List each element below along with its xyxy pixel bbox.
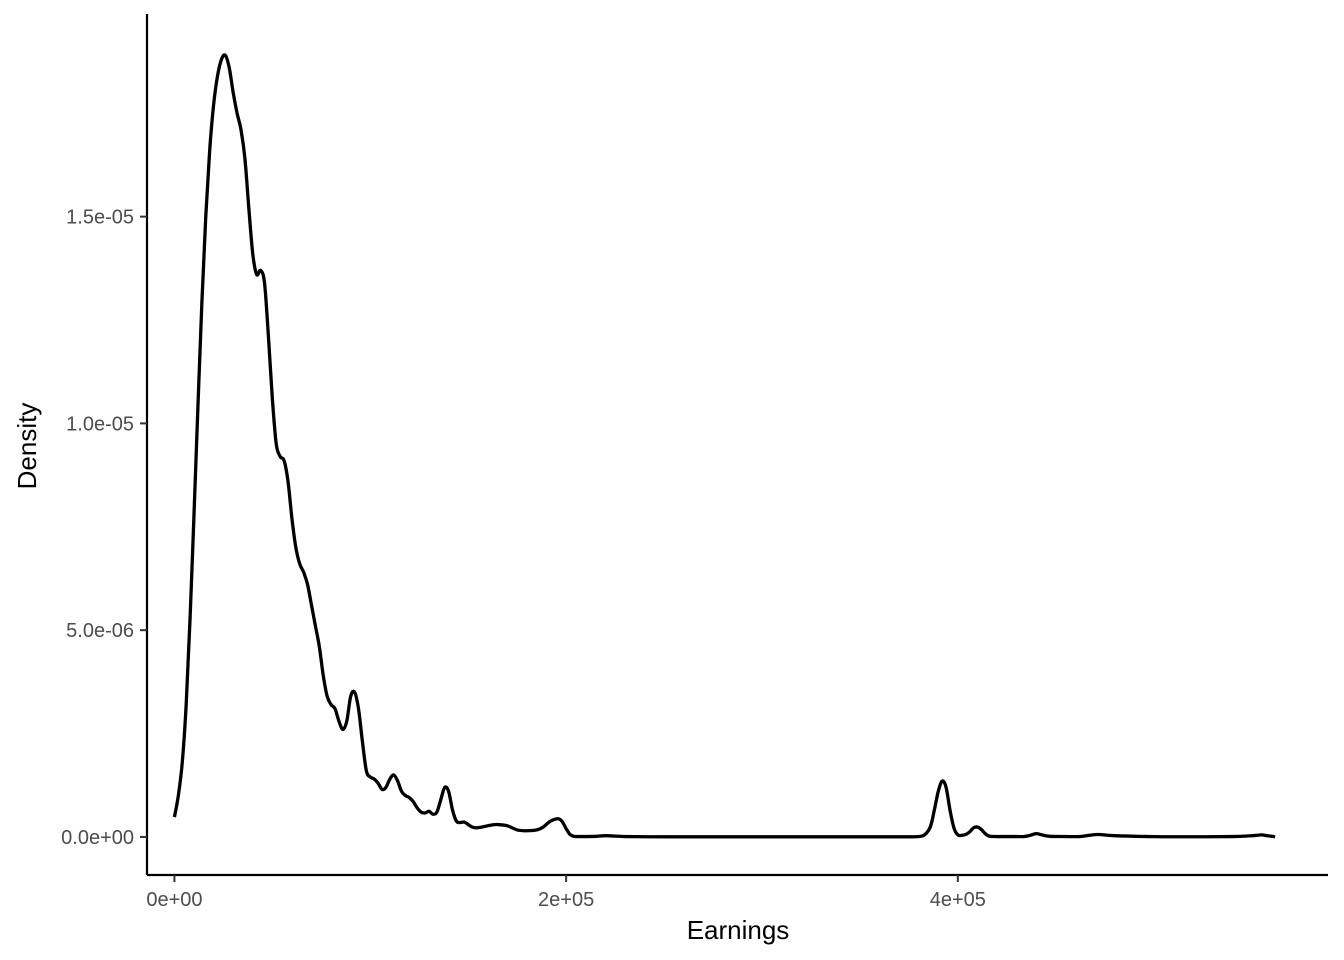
axes-layer: 0.0e+00 5.0e-06 1.0e-05 1.5e-05 0e+00 2e+05 4e… <box>61 14 1328 911</box>
x-tick-label: 0e+00 <box>146 889 202 911</box>
y-tick-label: 1.0e-05 <box>66 413 134 435</box>
y-tick-label: 5.0e-06 <box>66 620 134 642</box>
y-tick-label: 1.5e-05 <box>66 207 134 229</box>
x-tick-label: 4e+05 <box>930 889 986 911</box>
x-axis-title: Earnings <box>687 915 790 945</box>
y-tick-label: 0.0e+00 <box>61 827 134 849</box>
y-axis-title: Density <box>12 403 42 490</box>
data-layer <box>172 53 1276 839</box>
density-line <box>172 53 1276 839</box>
x-tick-label: 2e+05 <box>538 889 594 911</box>
